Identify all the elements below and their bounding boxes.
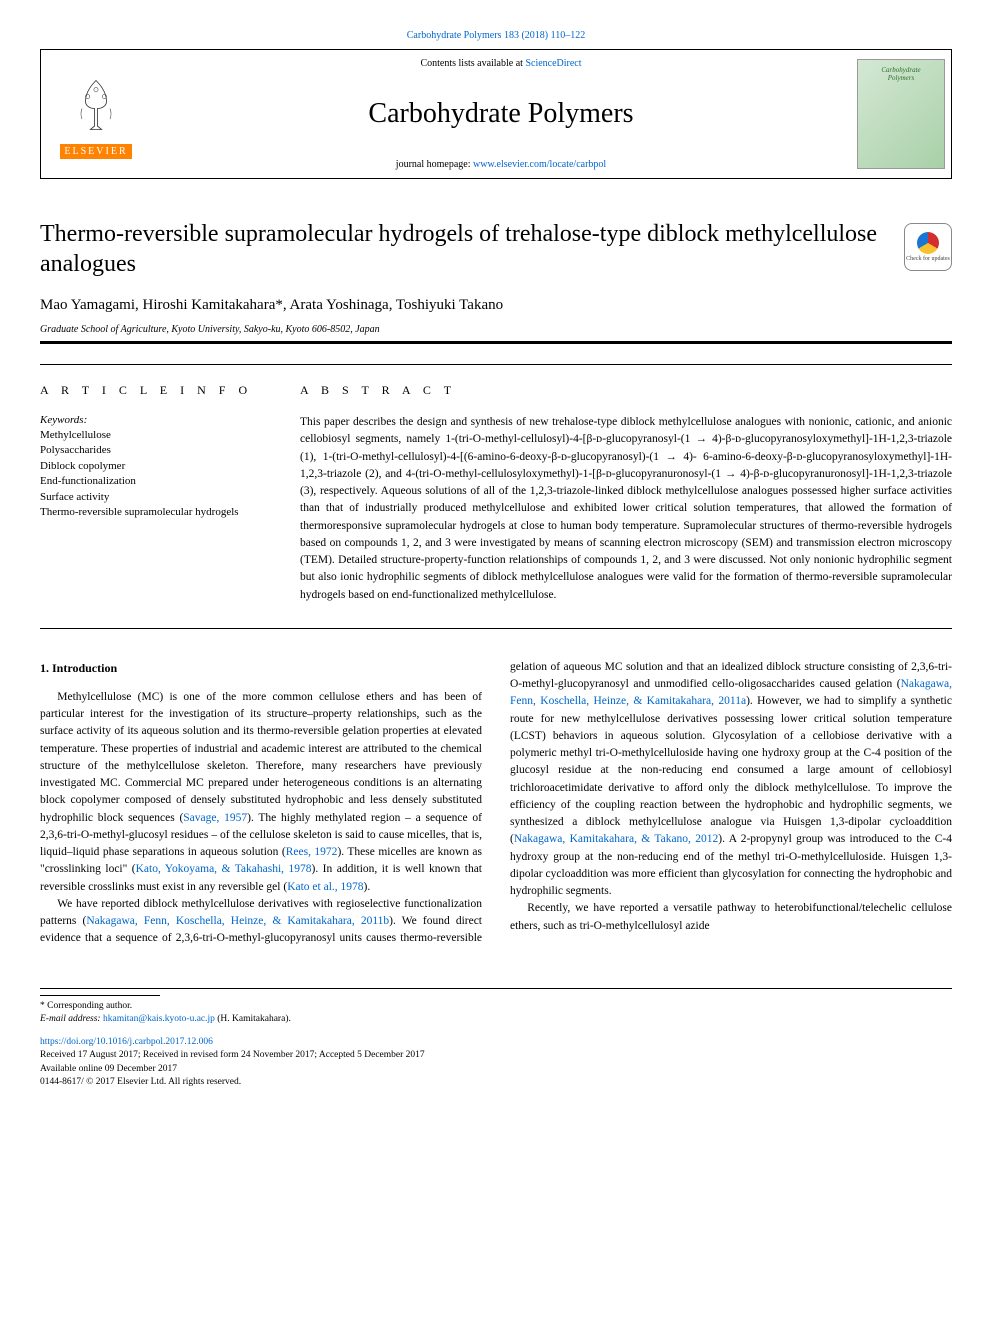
email-link[interactable]: hkamitan@kais.kyoto-u.ac.jp [103,1014,215,1024]
t: ). [364,881,371,893]
keyword: Diblock copolymer [40,459,270,474]
elsevier-label: ELSEVIER [60,144,131,159]
article-info-label: A R T I C L E I N F O [40,383,270,398]
corr-label: * Corresponding author. [40,1000,952,1013]
article-title: Thermo-reversible supramolecular hydroge… [40,219,884,279]
homepage-line: journal homepage: www.elsevier.com/locat… [396,159,606,170]
article-header-block: Thermo-reversible supramolecular hydroge… [40,219,952,344]
citation-link[interactable]: Savage, 1957 [183,812,247,824]
keyword: End-functionalization [40,474,270,489]
keywords-label: Keywords: [40,414,270,426]
citation-link[interactable]: Rees, 1972 [286,846,338,858]
email-label: E-mail address: [40,1014,103,1024]
journal-name: Carbohydrate Polymers [368,98,633,130]
citation-link[interactable]: Kato, Yokoyama, & Takahashi, 1978 [136,863,312,875]
journal-header: ELSEVIER Contents lists available at Sci… [40,49,952,179]
footer-block: * Corresponding author. E-mail address: … [40,988,952,1090]
homepage-prefix: journal homepage: [396,159,473,170]
keyword: Methylcellulose [40,428,270,443]
para: Recently, we have reported a versatile p… [510,900,952,935]
keyword: Thermo-reversible supramolecular hydroge… [40,505,270,520]
keyword: Surface activity [40,490,270,505]
cover-text1: Carbohydrate [881,66,920,74]
authors: Mao Yamagami, Hiroshi Kamitakahara*, Ara… [40,297,952,314]
corresponding-author: * Corresponding author. E-mail address: … [40,1000,952,1027]
citation-link[interactable]: Kato et al., 1978 [287,881,363,893]
available-line: Available online 09 December 2017 [40,1063,952,1076]
check-updates-icon [917,232,939,254]
journal-ref-link[interactable]: Carbohydrate Polymers 183 (2018) 110–122 [407,30,586,41]
journal-ref-top: Carbohydrate Polymers 183 (2018) 110–122 [40,30,952,41]
article-info-col: A R T I C L E I N F O Keywords: Methylce… [40,383,270,604]
copyright-line: 0144-8617/ © 2017 Elsevier Ltd. All righ… [40,1076,952,1089]
elsevier-logo[interactable]: ELSEVIER [41,50,151,178]
header-center: Contents lists available at ScienceDirec… [151,50,851,178]
contents-prefix: Contents lists available at [420,58,525,69]
intro-heading: 1. Introduction [40,659,482,677]
email-suffix: (H. Kamitakahara). [215,1014,291,1024]
citation-link[interactable]: Nakagawa, Kamitakahara, & Takano, 2012 [514,833,718,845]
cover-image: Carbohydrate Polymers [857,59,945,169]
body-text: 1. Introduction Methylcellulose (MC) is … [40,659,952,948]
sciencedirect-link[interactable]: ScienceDirect [525,58,581,69]
elsevier-tree-icon [61,70,131,140]
received-line: Received 17 August 2017; Received in rev… [40,1049,952,1062]
abstract-label: A B S T R A C T [300,383,952,398]
info-abstract-block: A R T I C L E I N F O Keywords: Methylce… [40,364,952,629]
para: Methylcellulose (MC) is one of the more … [40,689,482,896]
citation-link[interactable]: Nakagawa, Fenn, Koschella, Heinze, & Kam… [86,915,389,927]
keyword: Polysaccharides [40,443,270,458]
t: ). However, we had to simplify a synthet… [510,695,952,845]
check-updates-label: Check for updates [906,256,950,262]
t: Methylcellulose (MC) is one of the more … [40,691,482,824]
t: Recently, we have reported a versatile p… [510,902,952,931]
contents-line: Contents lists available at ScienceDirec… [420,58,581,69]
journal-cover-thumb[interactable]: Carbohydrate Polymers [851,50,951,178]
abstract-col: A B S T R A C T This paper describes the… [300,383,952,604]
cover-text2: Polymers [888,74,914,82]
homepage-link[interactable]: www.elsevier.com/locate/carbpol [473,159,606,170]
abstract-text: This paper describes the design and synt… [300,414,952,604]
check-updates-badge[interactable]: Check for updates [904,223,952,271]
doi-link[interactable]: https://doi.org/10.1016/j.carbpol.2017.1… [40,1037,213,1047]
footer-divider [40,995,160,996]
keywords-list: Methylcellulose Polysaccharides Diblock … [40,428,270,520]
affiliation: Graduate School of Agriculture, Kyoto Un… [40,324,952,335]
